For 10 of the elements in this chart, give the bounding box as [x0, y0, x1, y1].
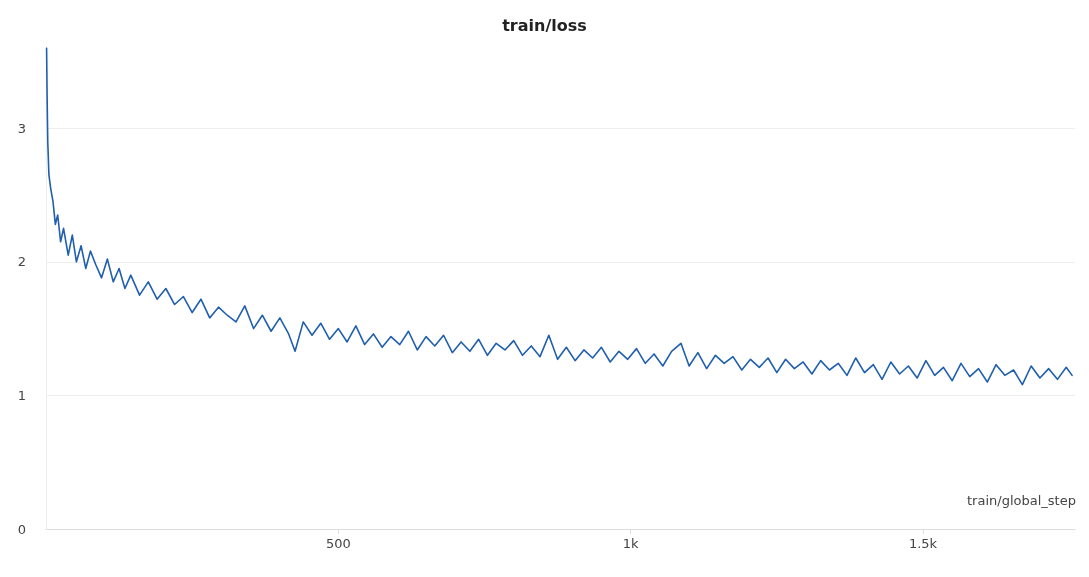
- line-series: [45, 47, 1073, 386]
- x-tick-label: 500: [325, 536, 351, 551]
- x-tick-label: 1k: [622, 536, 640, 551]
- chart-title: train/loss: [502, 15, 587, 35]
- y-tick-label: 1: [17, 387, 26, 403]
- x-axis-title: train/global_step: [967, 493, 1076, 508]
- y-tick-label: 0: [17, 521, 26, 537]
- x-tick-label: 1.5k: [908, 536, 938, 551]
- y-tick-label: 3: [17, 120, 26, 136]
- y-tick-label: 2: [17, 254, 26, 270]
